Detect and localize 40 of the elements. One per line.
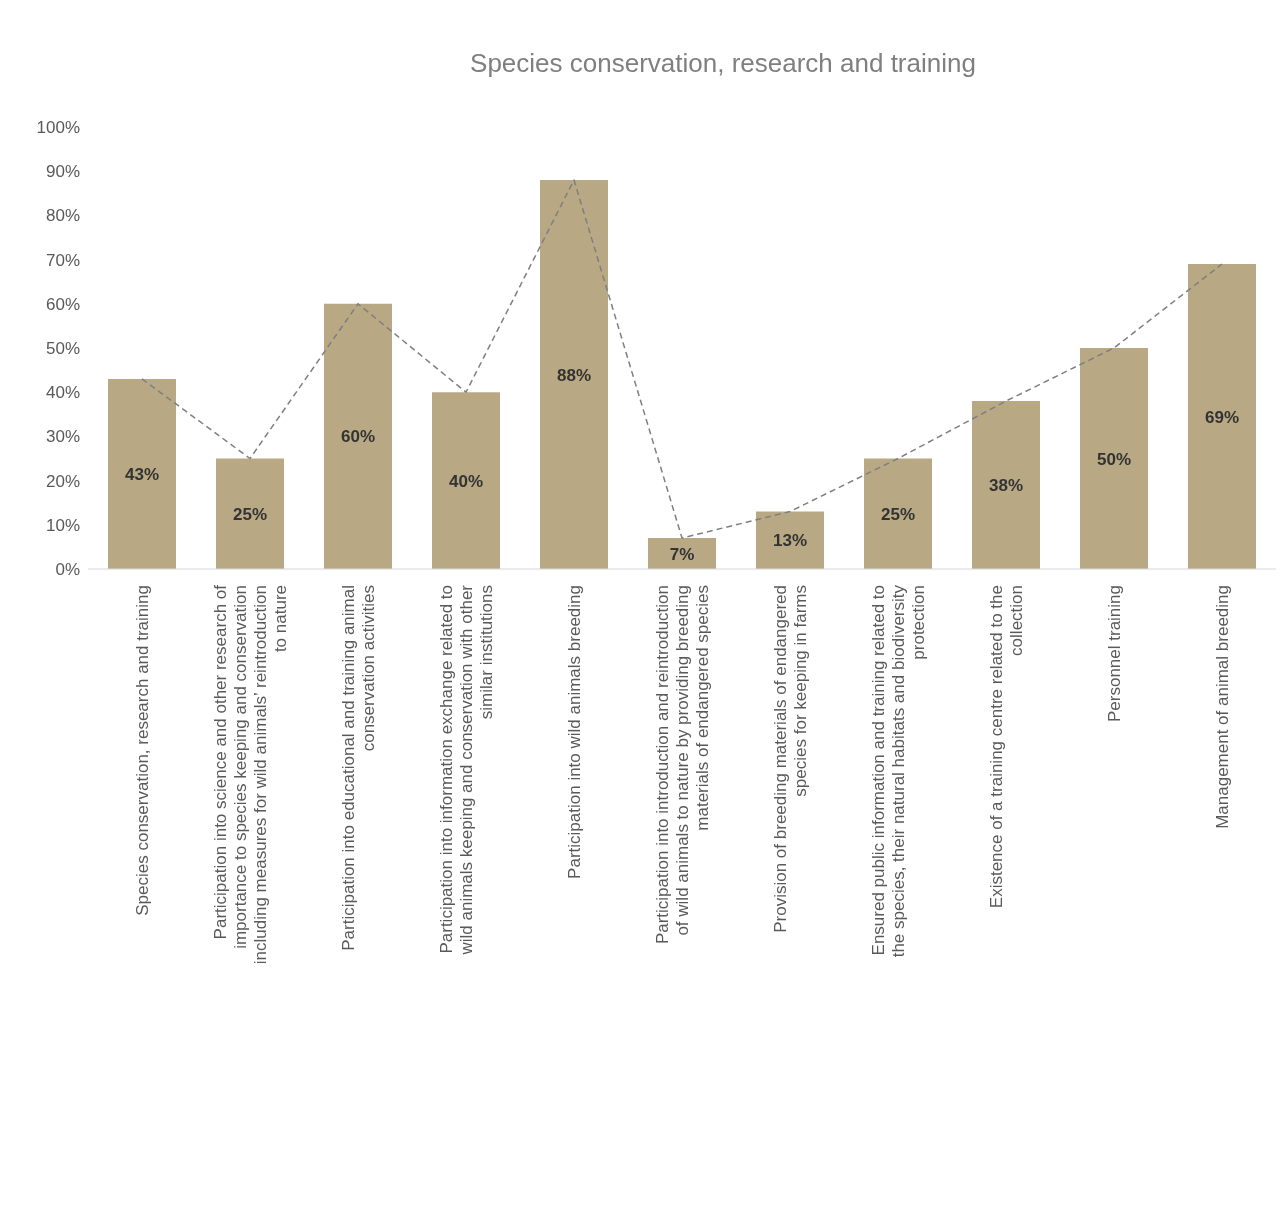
y-tick-label: 40% <box>45 383 80 403</box>
bar <box>324 303 392 569</box>
y-tick-label: 60% <box>45 294 80 314</box>
x-tick-label: Ensured public information and training related to the species, their natural habitats and biodiversity protection <box>869 584 928 958</box>
data-label: 88% <box>556 365 592 385</box>
chart-title: Species conservation, research and training <box>469 48 977 79</box>
x-tick-label: Existence of a training centre related to the collection <box>987 585 1026 909</box>
data-label: 40% <box>448 471 484 491</box>
data-label: 43% <box>124 465 160 485</box>
x-tick-label: Management of animal breeding <box>1213 585 1232 829</box>
data-label: 13% <box>772 531 808 551</box>
data-label: 25% <box>232 504 268 524</box>
data-label: 25% <box>880 504 916 524</box>
x-tick-label: Personnel training <box>1105 585 1124 723</box>
bar <box>756 511 824 569</box>
bar <box>1080 348 1148 569</box>
y-tick-label: 70% <box>45 250 80 270</box>
y-tick-label: 90% <box>45 162 80 182</box>
y-tick-label: 10% <box>45 515 80 535</box>
y-tick-label: 50% <box>45 339 80 359</box>
bar <box>1188 264 1256 569</box>
bar <box>108 378 176 569</box>
bar <box>432 392 500 569</box>
y-tick-label: 20% <box>45 471 80 491</box>
bar <box>540 180 608 569</box>
data-label: 60% <box>340 427 376 447</box>
y-tick-label: 0% <box>55 560 80 580</box>
y-tick-label: 80% <box>45 206 80 226</box>
y-tick-label: 100% <box>36 118 80 138</box>
data-label: 50% <box>1096 449 1132 469</box>
y-tick-label: 30% <box>45 427 80 447</box>
data-label: 38% <box>988 476 1024 496</box>
x-tick-label: Participation into wild animals breeding <box>565 585 584 879</box>
x-tick-label: Species conservation, research and training <box>133 585 152 916</box>
bar <box>216 458 284 569</box>
data-label: 7% <box>669 544 695 564</box>
data-label: 69% <box>1204 407 1240 427</box>
bar <box>972 401 1040 569</box>
bar <box>864 458 932 569</box>
x-tick-label: Participation into science and other research of importance to species keeping and conservation including measures for wild animals’ reintroduction to nature <box>211 584 290 965</box>
